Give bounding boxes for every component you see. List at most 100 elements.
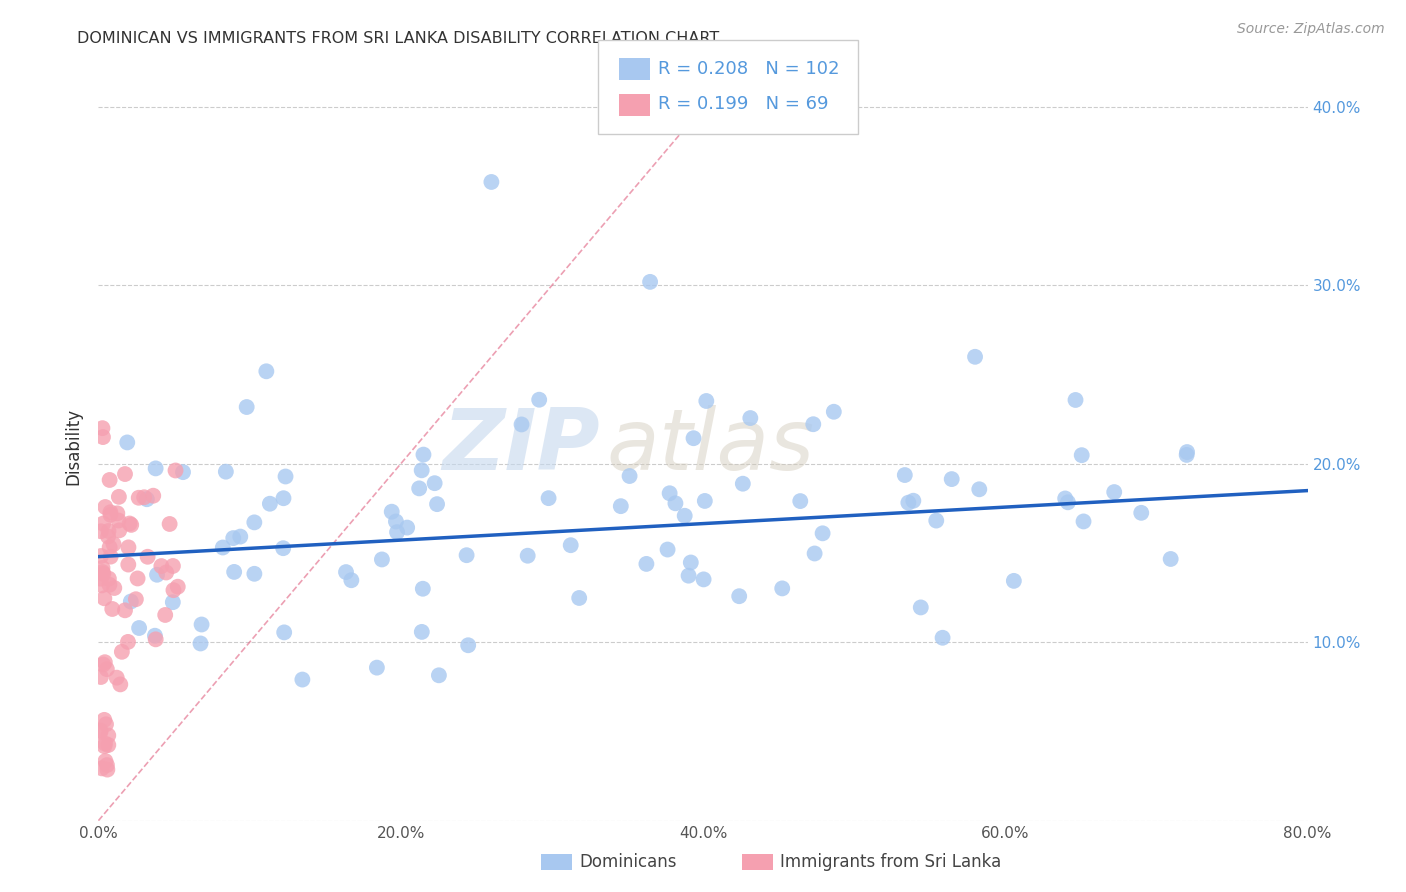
Point (897, 496, 920, 510)
Point (693, 494, 716, 508)
Point (965, 350, 987, 364)
Point (273, 625, 295, 640)
Point (271, 541, 294, 556)
Point (120, 517, 142, 532)
Point (127, 571, 149, 585)
Point (941, 472, 963, 486)
Point (411, 624, 433, 639)
Point (211, 541, 233, 555)
Point (135, 492, 157, 507)
Point (692, 573, 714, 587)
Point (427, 668, 450, 682)
Y-axis label: Disability: Disability (65, 408, 83, 484)
Point (125, 592, 148, 607)
Point (426, 497, 449, 511)
Point (111, 645, 134, 659)
Point (910, 600, 932, 615)
Point (117, 635, 139, 649)
Point (100, 549, 122, 564)
Point (658, 486, 681, 500)
Point (162, 559, 184, 574)
Point (678, 568, 700, 582)
Point (931, 631, 953, 645)
Point (695, 394, 717, 409)
Point (229, 530, 252, 544)
Point (340, 573, 363, 587)
Point (1130, 506, 1153, 520)
Point (98, 541, 121, 555)
Point (93, 713, 115, 727)
Point (155, 607, 177, 622)
Point (96, 763, 118, 777)
Point (411, 463, 433, 477)
Point (159, 516, 181, 531)
Point (740, 411, 762, 425)
Point (162, 583, 184, 598)
Point (1002, 574, 1025, 588)
Point (1057, 495, 1080, 509)
Point (90, 524, 112, 539)
Point (568, 591, 591, 605)
Point (1064, 392, 1087, 407)
Point (801, 417, 824, 432)
Point (114, 467, 136, 481)
Point (259, 497, 281, 511)
Point (728, 589, 751, 603)
Point (91, 421, 114, 435)
Point (166, 580, 188, 594)
Point (254, 364, 277, 378)
Point (97, 572, 120, 586)
Point (90, 578, 112, 592)
Point (657, 542, 679, 557)
Point (103, 581, 125, 595)
Point (118, 516, 141, 531)
Point (510, 417, 533, 432)
Point (381, 505, 404, 519)
Point (108, 490, 131, 504)
Point (145, 632, 167, 647)
Point (925, 514, 948, 528)
Point (97, 738, 120, 752)
Point (243, 516, 266, 530)
Point (682, 431, 704, 445)
Point (457, 638, 479, 652)
Point (94, 717, 117, 731)
Point (114, 603, 136, 617)
Point (224, 565, 246, 579)
Point (89, 572, 111, 586)
Point (638, 275, 661, 289)
Point (105, 506, 128, 520)
Point (190, 636, 212, 650)
Point (636, 557, 658, 571)
Point (143, 629, 166, 643)
Text: atlas: atlas (606, 404, 814, 488)
Text: Source: ZipAtlas.com: Source: ZipAtlas.com (1237, 22, 1385, 37)
Point (456, 548, 478, 562)
Point (969, 483, 991, 497)
Point (222, 531, 245, 545)
Point (97, 524, 120, 538)
Point (619, 469, 641, 483)
Point (423, 476, 446, 491)
Point (412, 448, 434, 462)
Point (90, 761, 112, 775)
Point (93, 739, 115, 754)
Text: R = 0.199   N = 69: R = 0.199 N = 69 (658, 95, 828, 113)
Point (172, 465, 194, 479)
Point (94, 655, 117, 669)
Point (120, 594, 142, 608)
Point (128, 621, 150, 635)
Point (94, 500, 117, 514)
Point (903, 493, 925, 508)
Text: Immigrants from Sri Lanka: Immigrants from Sri Lanka (780, 853, 1001, 871)
Point (89, 723, 111, 738)
Point (91, 561, 114, 575)
Point (94, 754, 117, 768)
Point (94, 737, 117, 751)
Point (91, 566, 114, 581)
Point (90, 549, 112, 563)
Point (789, 494, 811, 508)
Point (1073, 515, 1095, 529)
Point (97, 728, 120, 742)
Point (215, 465, 238, 479)
